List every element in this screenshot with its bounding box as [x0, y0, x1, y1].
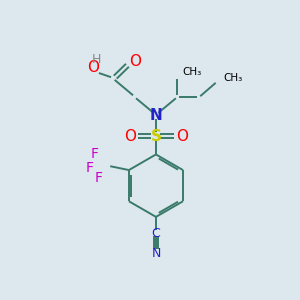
- Text: N: N: [151, 247, 160, 260]
- Text: S: S: [150, 128, 161, 143]
- Text: O: O: [124, 128, 136, 143]
- Text: CH₃: CH₃: [183, 67, 202, 77]
- Text: O: O: [176, 128, 188, 143]
- Text: F: F: [90, 147, 98, 161]
- Text: F: F: [94, 171, 102, 185]
- Text: F: F: [85, 161, 93, 175]
- Text: C: C: [152, 227, 160, 240]
- Text: O: O: [87, 61, 99, 76]
- Text: CH₃: CH₃: [224, 74, 243, 83]
- Text: O: O: [129, 54, 141, 69]
- Text: N: N: [150, 108, 162, 123]
- Text: H: H: [92, 53, 101, 66]
